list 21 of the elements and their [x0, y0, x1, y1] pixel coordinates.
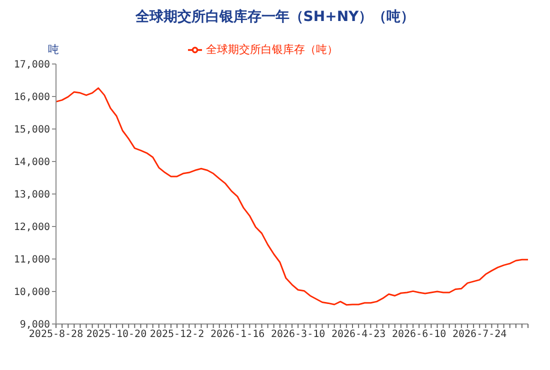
y-tick-label: 14,000 — [14, 157, 50, 168]
chart-title: 全球期交所白银库存一年（SH+NY）（吨） — [134, 8, 416, 26]
line-series — [55, 87, 529, 306]
y-tick-label: 9,000 — [20, 320, 50, 331]
y-axis-title: 吨 — [48, 42, 59, 57]
y-tick-label: 12,000 — [14, 222, 50, 234]
y-tick-label: 16,000 — [14, 92, 50, 104]
x-tick-label: 2025-10-20 — [86, 329, 147, 340]
x-tick-label: 2026-6-10 — [392, 329, 446, 340]
legend-label: 全球期交所白银库存（吨） — [206, 43, 338, 56]
y-tick-label: 10,000 — [14, 287, 50, 298]
y-tick-label: 17,000 — [14, 60, 50, 71]
x-tick-label: 2026-4-23 — [331, 329, 386, 340]
y-tick-label: 15,000 — [14, 124, 50, 136]
x-tick-label: 2026-1-16 — [210, 329, 265, 340]
y-tick-label: 11,000 — [14, 254, 50, 266]
x-tick-label: 2025-12-2 — [150, 329, 204, 340]
x-tick-label: 2026-3-10 — [270, 329, 326, 340]
x-tick-label: 2025-8-28 — [28, 329, 84, 340]
x-tick-label: 2026-7-24 — [452, 329, 507, 340]
y-tick-label: 13,000 — [14, 190, 50, 201]
